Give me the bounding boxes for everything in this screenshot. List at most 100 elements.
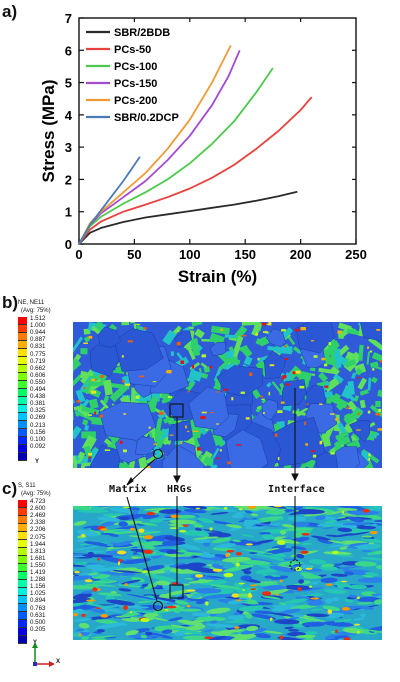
fem-band <box>185 550 204 553</box>
fem-band <box>203 629 214 632</box>
fem-hotspot <box>226 549 235 553</box>
fem-cell <box>329 394 349 409</box>
fem-hotspot <box>92 587 98 592</box>
fem-hotspot <box>83 386 86 389</box>
fem-hotspot <box>81 613 86 617</box>
colorbar-swatch <box>18 397 27 405</box>
fem-band <box>320 577 338 583</box>
fem-band <box>292 521 310 527</box>
fem-hotspot <box>327 609 333 614</box>
fem-hotspot <box>164 608 169 611</box>
fem-hotspot <box>191 365 195 369</box>
fem-grain <box>335 446 360 468</box>
colorbar-value: 1.025 <box>30 590 46 598</box>
fem-band <box>367 506 382 510</box>
fem-band <box>206 607 231 614</box>
fem-band <box>73 598 91 604</box>
fem-band <box>370 523 377 527</box>
fem-band <box>90 567 117 572</box>
fem-band <box>233 506 261 511</box>
fem-hotspot <box>143 535 153 540</box>
fem-cell <box>201 338 213 342</box>
fem-cell <box>188 326 194 330</box>
fem-band <box>259 531 272 535</box>
fem-band <box>73 602 84 607</box>
legend-entry: PCs-150 <box>114 78 157 90</box>
fem-hotspot <box>166 605 177 609</box>
fem-hotspot <box>310 450 315 453</box>
fem-band <box>279 608 302 615</box>
fem-hotspot <box>367 410 371 414</box>
fem-hotspot <box>310 340 315 342</box>
fem-hotspot <box>305 403 309 405</box>
fem-hotspot <box>299 385 305 389</box>
fem-cell <box>224 334 237 339</box>
fem-band <box>95 622 126 629</box>
panel-label-b: b) <box>2 293 19 312</box>
fem-band <box>334 554 355 558</box>
fem-hotspot <box>225 553 230 558</box>
fem-band <box>170 624 193 630</box>
fem-band <box>145 632 174 639</box>
fem-band <box>193 539 211 544</box>
colorbar-swatch <box>18 349 27 357</box>
fem-band <box>283 585 312 591</box>
fem-band <box>264 548 293 555</box>
fem-band <box>164 536 185 542</box>
fem-band <box>265 547 280 551</box>
fem-hotspot <box>354 623 360 626</box>
fem-hotspot <box>319 440 323 445</box>
colorbar-swatch <box>18 429 27 437</box>
fem-hotspot <box>285 383 291 386</box>
fem-hotspot <box>95 607 102 609</box>
colorbar-value: 0.213 <box>30 421 46 429</box>
colorbar-swatch <box>18 365 27 373</box>
fem-cell <box>148 396 159 413</box>
colorbar-swatch <box>18 341 27 349</box>
fem-band <box>177 619 203 626</box>
fem-band <box>348 531 370 536</box>
fem-hotspot <box>182 524 189 527</box>
fem-band <box>78 622 90 629</box>
fem-hotspot <box>178 529 187 533</box>
colorbar-value: 2.075 <box>30 533 46 541</box>
fem-hotspot <box>325 583 333 586</box>
fem-band <box>246 625 259 632</box>
fem-band <box>163 563 176 567</box>
fem-band <box>264 575 273 579</box>
fem-band <box>214 629 245 634</box>
fem-hotspot <box>274 433 278 437</box>
fem-band <box>73 562 88 566</box>
fem-hotspot <box>292 371 297 375</box>
fem-band <box>344 598 354 603</box>
fem-hotspot <box>227 461 231 465</box>
fem-band <box>294 532 302 538</box>
fem-hotspot <box>130 527 135 531</box>
fem-band <box>73 593 93 600</box>
fem-band <box>75 545 100 551</box>
fem-hotspot <box>245 543 253 546</box>
fem-band <box>245 613 253 619</box>
fem-c-legend: S, S11 (Avg: 75%) 4.723 2.600 2.469 2.338 2.… <box>18 483 88 653</box>
fem-cell <box>286 334 296 346</box>
fem-hotspot <box>141 570 149 573</box>
fem-band <box>81 590 94 594</box>
fem-band <box>218 587 240 591</box>
x-tick-label: 250 <box>345 247 367 262</box>
fem-hotspot <box>138 528 145 533</box>
fem-cell <box>377 389 382 399</box>
fem-band <box>334 619 353 623</box>
fem-cell <box>209 332 225 346</box>
fem-band <box>269 556 285 561</box>
fem-band <box>374 520 382 522</box>
fem-band <box>301 621 326 627</box>
fem-cell <box>318 372 328 383</box>
fem-cell <box>200 362 208 369</box>
annotation-hrgs: HRGs <box>167 484 193 495</box>
fem-grain <box>209 342 226 356</box>
fem-hotspot <box>209 411 214 413</box>
fem-hotspot <box>176 341 181 346</box>
colorbar-value: 0.763 <box>30 604 46 612</box>
fem-cell <box>255 338 264 346</box>
colorbar-value: 0.092 <box>30 442 46 450</box>
